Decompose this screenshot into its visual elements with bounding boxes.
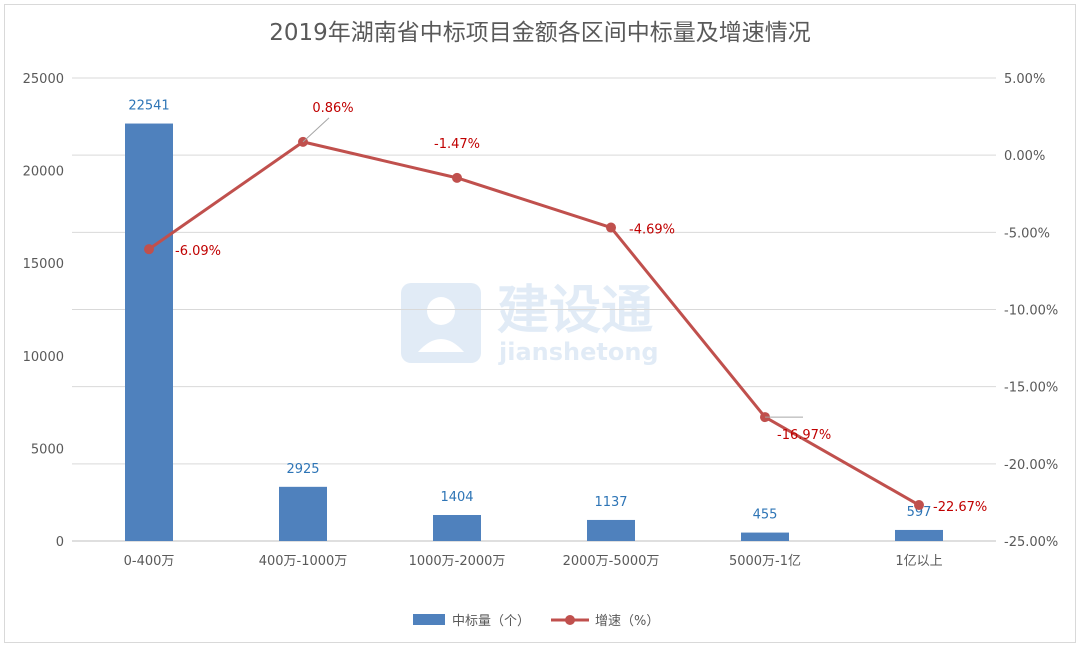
category-label: 1000万-2000万 (409, 554, 506, 569)
line-point (606, 222, 616, 233)
category-label: 5000万-1亿 (729, 554, 801, 569)
category-label: 400万-1000万 (259, 554, 348, 569)
line-data-label: -1.47% (434, 137, 480, 152)
line-data-label: 0.86% (312, 101, 353, 116)
right-tick-label: -20.00% (1004, 458, 1058, 473)
chart-title: 2019年湖南省中标项目金额各区间中标量及增速情况 (269, 20, 811, 46)
category-label: 0-400万 (124, 554, 175, 569)
legend-line-marker (565, 615, 575, 625)
legend-bar-label: 中标量（个） (452, 614, 530, 629)
line-data-label: -6.09% (175, 244, 221, 259)
category-axis: 0-400万 400万-1000万 1000万-2000万 2000万-5000万 50… (124, 554, 943, 569)
right-tick-label: 0.00% (1004, 149, 1045, 164)
bar-data-label: 1404 (440, 490, 473, 505)
gridlines (72, 77, 996, 542)
bar-data-label: 22541 (128, 99, 169, 114)
left-tick-label: 5000 (31, 442, 64, 457)
category-label: 2000万-5000万 (563, 554, 660, 569)
line-point (452, 172, 462, 183)
watermark: 建设通 jianshetong (401, 281, 659, 366)
growth-line (148, 140, 920, 507)
watermark-text: 建设通 (497, 281, 653, 341)
bar (587, 519, 635, 541)
label-leader-line (302, 117, 330, 143)
line-point (144, 244, 154, 255)
bar (895, 529, 943, 541)
watermark-logo-icon (401, 283, 481, 363)
right-tick-label: -5.00% (1004, 226, 1050, 241)
right-axis: -25.00% -20.00% -15.00% -10.00% -5.00% 0.00% 5… (1004, 72, 1058, 550)
legend: 中标量（个） 增速（%） (413, 614, 659, 629)
left-tick-label: 0 (56, 535, 64, 550)
bar-data-label: 1137 (594, 495, 627, 510)
legend-bar-swatch (413, 614, 445, 625)
bar-data-label: 455 (753, 508, 778, 523)
left-tick-label: 20000 (23, 165, 64, 180)
line-series: -6.09% 0.86% -1.47% -4.69% -16.97% -22.67% (144, 101, 987, 515)
bar (433, 514, 481, 541)
left-tick-label: 10000 (23, 350, 64, 365)
left-tick-label: 15000 (23, 257, 64, 272)
category-label: 1亿以上 (895, 554, 942, 569)
right-tick-label: -25.00% (1004, 535, 1058, 550)
line-point (914, 500, 924, 511)
line-data-label: -16.97% (777, 428, 831, 443)
bar-data-label: 2925 (286, 462, 319, 477)
watermark-subtext: jianshetong (498, 338, 659, 366)
left-axis: 0 5000 10000 15000 20000 25000 (23, 72, 64, 550)
bar (125, 123, 173, 541)
bar (741, 532, 789, 541)
bar-series: 22541 2925 1404 1137 455 597 (125, 99, 943, 541)
right-tick-label: -15.00% (1004, 381, 1058, 396)
line-data-label: -4.69% (629, 223, 675, 238)
right-tick-label: 5.00% (1004, 72, 1045, 87)
bar-data-label: 597 (907, 505, 932, 520)
left-tick-label: 25000 (23, 72, 64, 87)
line-data-label: -22.67% (933, 500, 987, 515)
legend-line-label: 增速（%） (595, 614, 659, 629)
right-tick-label: -10.00% (1004, 304, 1058, 319)
bar (279, 486, 327, 541)
